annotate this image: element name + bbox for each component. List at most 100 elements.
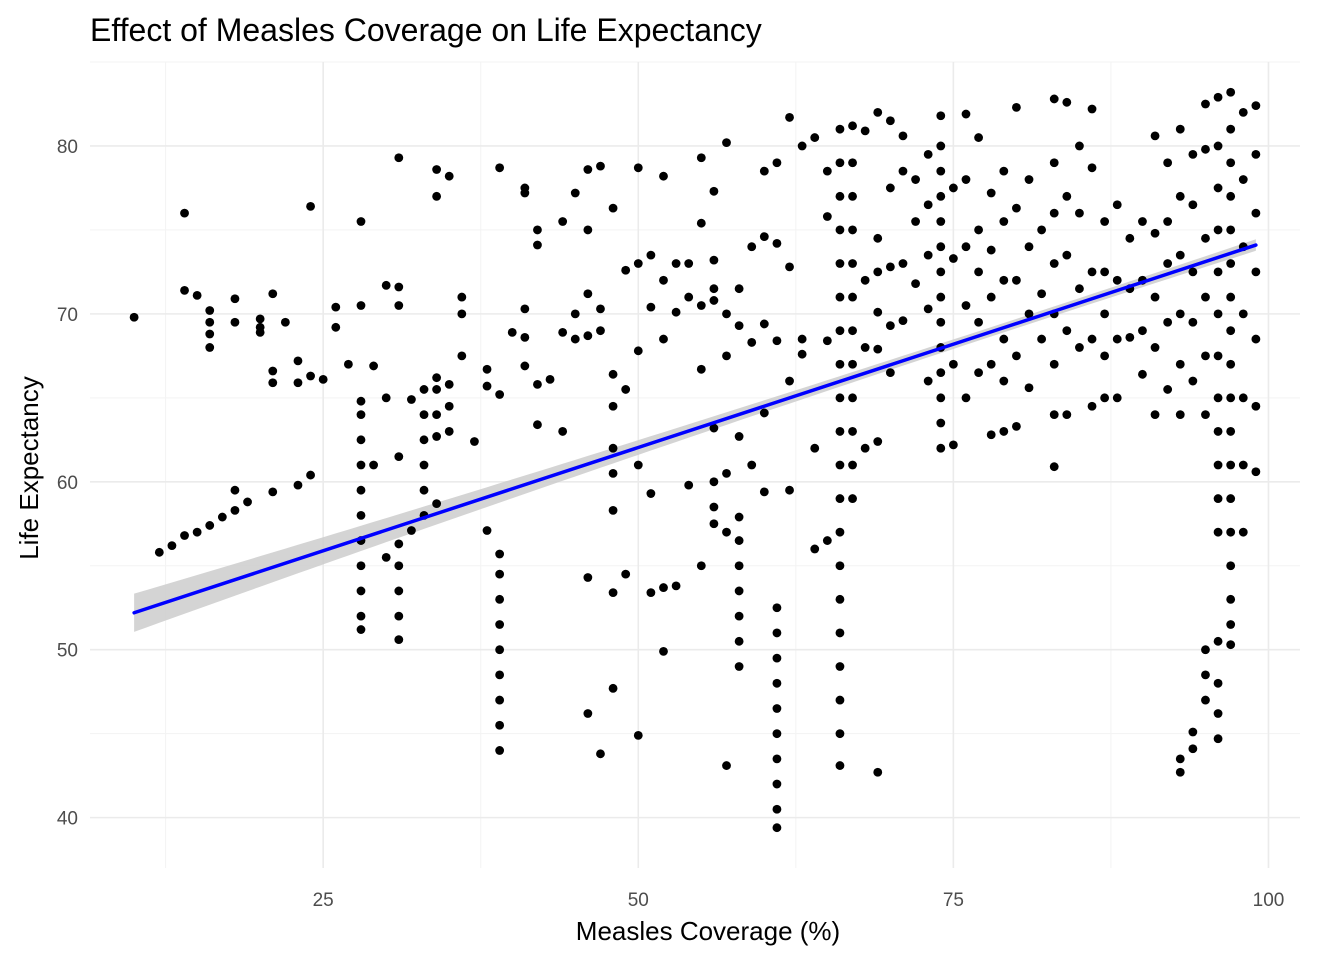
data-point bbox=[1112, 334, 1122, 344]
data-point bbox=[734, 536, 744, 545]
data-point bbox=[1138, 326, 1147, 336]
data-point bbox=[1150, 292, 1160, 302]
data-point bbox=[936, 368, 946, 378]
data-point bbox=[495, 620, 505, 629]
data-point bbox=[633, 259, 643, 268]
data-point bbox=[470, 437, 479, 446]
data-point bbox=[306, 470, 315, 480]
data-point bbox=[1238, 309, 1248, 319]
data-point bbox=[772, 336, 782, 346]
data-point bbox=[848, 460, 857, 470]
data-point bbox=[1213, 225, 1223, 235]
data-point bbox=[1175, 359, 1185, 369]
y-tick-label: 40 bbox=[57, 809, 78, 830]
data-point bbox=[810, 443, 820, 453]
data-point bbox=[1100, 393, 1110, 403]
data-point bbox=[1201, 99, 1210, 109]
data-point bbox=[1226, 87, 1236, 97]
data-point bbox=[722, 761, 731, 770]
data-point bbox=[608, 369, 618, 379]
data-point bbox=[230, 485, 240, 495]
data-point bbox=[1213, 92, 1223, 102]
data-point bbox=[1049, 94, 1059, 104]
data-point bbox=[533, 420, 542, 430]
data-point bbox=[419, 435, 429, 445]
data-point bbox=[608, 203, 618, 213]
data-point bbox=[482, 364, 492, 374]
data-point bbox=[432, 385, 442, 394]
data-point bbox=[772, 603, 782, 613]
data-point bbox=[898, 316, 908, 325]
data-point bbox=[646, 302, 656, 312]
data-point bbox=[1226, 620, 1236, 629]
data-point bbox=[961, 301, 971, 310]
data-point bbox=[407, 395, 416, 404]
data-point bbox=[1201, 233, 1210, 243]
data-point bbox=[772, 779, 782, 789]
data-point bbox=[898, 131, 908, 141]
data-point bbox=[432, 499, 442, 509]
data-point bbox=[1049, 410, 1059, 420]
data-point bbox=[356, 460, 366, 470]
data-point bbox=[1238, 107, 1248, 117]
data-point bbox=[268, 378, 278, 388]
data-point bbox=[948, 254, 958, 263]
data-point bbox=[255, 322, 265, 332]
data-point bbox=[936, 242, 946, 252]
data-point bbox=[444, 401, 454, 411]
data-point bbox=[1100, 351, 1110, 361]
data-point bbox=[734, 561, 744, 571]
data-point bbox=[1201, 292, 1210, 302]
data-point bbox=[457, 351, 467, 361]
data-point bbox=[356, 510, 366, 520]
data-point bbox=[1251, 334, 1261, 344]
data-point bbox=[810, 544, 820, 554]
data-point bbox=[1238, 393, 1248, 403]
data-point bbox=[747, 338, 757, 347]
data-point bbox=[495, 746, 505, 755]
data-point bbox=[495, 163, 505, 173]
data-point bbox=[583, 573, 593, 582]
data-point bbox=[759, 319, 769, 329]
data-point bbox=[772, 804, 782, 814]
data-point bbox=[759, 166, 769, 176]
data-point bbox=[1024, 309, 1034, 319]
data-point bbox=[1238, 460, 1248, 470]
data-point bbox=[1213, 636, 1223, 646]
data-point bbox=[936, 267, 946, 277]
data-point bbox=[293, 378, 303, 388]
data-point bbox=[734, 636, 744, 646]
data-point bbox=[570, 334, 580, 344]
data-point bbox=[1100, 217, 1110, 226]
data-point bbox=[734, 432, 744, 441]
data-point bbox=[974, 368, 983, 378]
data-point bbox=[192, 527, 202, 537]
data-point bbox=[381, 393, 391, 403]
data-point bbox=[709, 186, 719, 196]
data-point bbox=[961, 242, 971, 252]
data-point bbox=[1037, 225, 1047, 235]
data-point bbox=[822, 336, 832, 346]
data-point bbox=[230, 317, 240, 327]
data-point bbox=[1062, 410, 1072, 420]
data-point bbox=[444, 427, 454, 436]
data-point bbox=[394, 635, 404, 645]
data-point bbox=[974, 133, 983, 142]
x-tick-label: 100 bbox=[1253, 890, 1285, 911]
data-point bbox=[608, 588, 618, 598]
data-point bbox=[772, 653, 782, 663]
data-point bbox=[734, 586, 744, 596]
data-point bbox=[986, 359, 996, 369]
data-point bbox=[885, 183, 895, 193]
data-point bbox=[1226, 225, 1236, 235]
data-point bbox=[1100, 309, 1110, 319]
data-point bbox=[835, 225, 845, 235]
data-point bbox=[873, 267, 883, 277]
data-point bbox=[873, 437, 883, 446]
data-point bbox=[1163, 259, 1173, 268]
y-tick-labels: 40 50 60 70 80 bbox=[57, 137, 78, 830]
data-point bbox=[1226, 292, 1236, 302]
data-point bbox=[356, 301, 366, 310]
data-point bbox=[1049, 462, 1059, 472]
data-point bbox=[369, 361, 378, 371]
